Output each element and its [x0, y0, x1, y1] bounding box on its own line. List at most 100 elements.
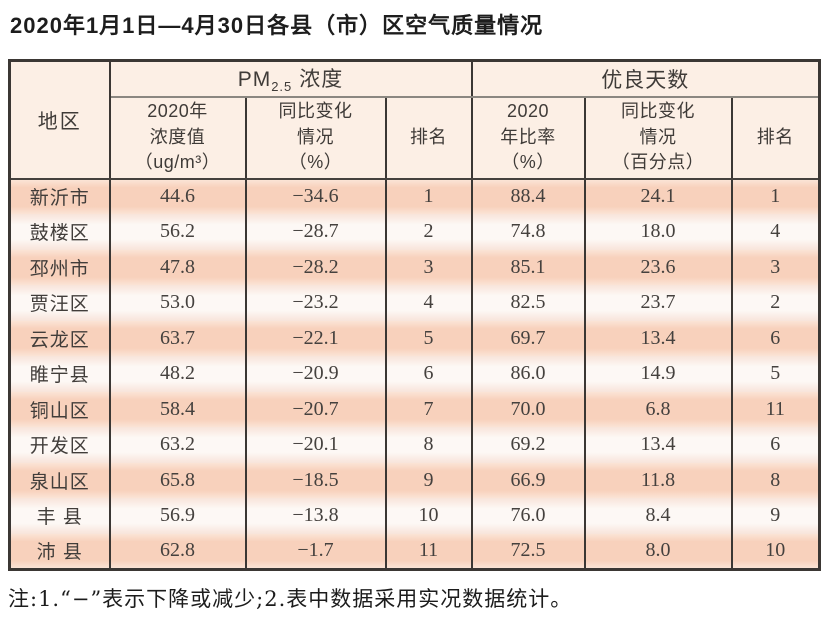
days-change-cell: 11.8 — [583, 462, 733, 498]
table-row: 开发区 63.2 −20.1 8 69.2 13.4 6 — [8, 427, 821, 463]
table-row: 沛 县 62.8 −1.7 11 72.5 8.0 10 — [8, 533, 821, 569]
region-cell: 铜山区 — [8, 391, 111, 427]
region-cell: 沛 县 — [8, 533, 111, 569]
pm25-change-cell: −13.8 — [244, 498, 387, 534]
pm25-value-cell: 56.9 — [108, 498, 247, 534]
pm25-value-cell: 58.4 — [108, 391, 247, 427]
days-rank-cell: 4 — [730, 214, 821, 250]
days-rank-cell: 3 — [730, 249, 821, 285]
header-pm25-value: 2020年 浓度值 （ug/m³） — [108, 96, 247, 180]
pm25-value-cell: 56.2 — [108, 214, 247, 250]
pm25-value-cell: 65.8 — [108, 462, 247, 498]
days-rank-cell: 10 — [730, 533, 821, 569]
days-ratio-cell: 72.5 — [470, 533, 586, 569]
days-ratio-cell: 66.9 — [470, 462, 586, 498]
header-days-ratio: 2020 年比率 （%） — [470, 96, 586, 180]
pm25-rank-cell: 2 — [384, 214, 473, 250]
region-cell: 鼓楼区 — [8, 214, 111, 250]
pm25-change-cell: −1.7 — [244, 533, 387, 569]
header-pm25-rank: 排名 — [384, 96, 473, 180]
days-rank-cell: 8 — [730, 462, 821, 498]
pm25-rank-cell: 5 — [384, 320, 473, 356]
pm25-label-suffix: 浓度 — [299, 68, 344, 92]
pm25-value-cell: 53.0 — [108, 285, 247, 321]
pm25-label-prefix: PM — [237, 68, 272, 92]
pm25-change-cell: −28.2 — [244, 249, 387, 285]
pm25-rank-cell: 9 — [384, 462, 473, 498]
days-ratio-cell: 76.0 — [470, 498, 586, 534]
region-cell: 开发区 — [8, 427, 111, 463]
days-change-cell: 18.0 — [583, 214, 733, 250]
pm25-change-cell: −20.7 — [244, 391, 387, 427]
header-pm25-change: 同比变化 情况 （%） — [244, 96, 387, 180]
days-ratio-cell: 69.2 — [470, 427, 586, 463]
days-rank-cell: 6 — [730, 427, 821, 463]
days-rank-cell: 6 — [730, 320, 821, 356]
header-sub-row: 2020年 浓度值 （ug/m³） 同比变化 情况 （%） 排名 2020 年比… — [10, 96, 821, 180]
pm25-rank-cell: 10 — [384, 498, 473, 534]
header-region: 地区 — [8, 60, 111, 180]
days-change-cell: 23.7 — [583, 285, 733, 321]
days-change-cell: 24.1 — [583, 178, 733, 214]
pm25-change-cell: −20.1 — [244, 427, 387, 463]
region-cell: 新沂市 — [8, 178, 111, 214]
pm25-rank-cell: 1 — [384, 178, 473, 214]
table-row: 云龙区 63.7 −22.1 5 69.7 13.4 6 — [8, 320, 821, 356]
region-cell: 泉山区 — [8, 462, 111, 498]
header-group-row: 地区 PM2.5 浓度 优良天数 — [8, 60, 821, 180]
days-ratio-cell: 85.1 — [470, 249, 586, 285]
header-days-rank: 排名 — [730, 96, 821, 180]
days-rank-cell: 9 — [730, 498, 821, 534]
table-row: 邳州市 47.8 −28.2 3 85.1 23.6 3 — [8, 249, 821, 285]
pm25-value-cell: 63.7 — [108, 320, 247, 356]
pm25-rank-cell: 3 — [384, 249, 473, 285]
days-change-cell: 8.4 — [583, 498, 733, 534]
pm25-rank-cell: 4 — [384, 285, 473, 321]
days-ratio-cell: 69.7 — [470, 320, 586, 356]
air-quality-table: 地区 PM2.5 浓度 优良天数 2020年 浓度值 （ug/m³） 同比变化 情… — [8, 59, 822, 571]
pm25-value-cell: 47.8 — [108, 249, 247, 285]
days-rank-cell: 11 — [730, 391, 821, 427]
table-row: 丰 县 56.9 −13.8 10 76.0 8.4 9 — [8, 498, 821, 534]
table-body: 新沂市 44.6 −34.6 1 88.4 24.1 1 鼓楼区 56.2 −2… — [8, 178, 821, 569]
pm25-value-cell: 48.2 — [108, 356, 247, 392]
table-header: 地区 PM2.5 浓度 优良天数 2020年 浓度值 （ug/m³） 同比变化 情… — [8, 60, 821, 180]
header-group-good-days: 优良天数 — [470, 60, 821, 98]
days-change-cell: 13.4 — [583, 320, 733, 356]
days-change-cell: 13.4 — [583, 427, 733, 463]
table-row: 睢宁县 48.2 −20.9 6 86.0 14.9 5 — [8, 356, 821, 392]
days-rank-cell: 1 — [730, 178, 821, 214]
table-row: 贾汪区 53.0 −23.2 4 82.5 23.7 2 — [8, 285, 821, 321]
table-row: 铜山区 58.4 −20.7 7 70.0 6.8 11 — [8, 391, 821, 427]
pm25-value-cell: 62.8 — [108, 533, 247, 569]
days-rank-cell: 5 — [730, 356, 821, 392]
pm25-value-cell: 63.2 — [108, 427, 247, 463]
header-group-pm25: PM2.5 浓度 — [108, 60, 473, 98]
region-cell: 贾汪区 — [8, 285, 111, 321]
header-days-change: 同比变化 情况 （百分点） — [583, 96, 733, 180]
page-title: 2020年1月1日—4月30日各县（市）区空气质量情况 — [10, 13, 544, 38]
days-change-cell: 6.8 — [583, 391, 733, 427]
pm25-change-cell: −20.9 — [244, 356, 387, 392]
days-ratio-cell: 82.5 — [470, 285, 586, 321]
days-rank-cell: 2 — [730, 285, 821, 321]
pm25-rank-cell: 6 — [384, 356, 473, 392]
days-ratio-cell: 86.0 — [470, 356, 586, 392]
pm25-change-cell: −18.5 — [244, 462, 387, 498]
pm25-value-cell: 44.6 — [108, 178, 247, 214]
days-change-cell: 23.6 — [583, 249, 733, 285]
pm25-change-cell: −28.7 — [244, 214, 387, 250]
days-change-cell: 8.0 — [583, 533, 733, 569]
footnote: 注:1.“−”表示下降或减少;2.表中数据采用实况数据统计。 — [8, 587, 573, 611]
pm25-change-cell: −23.2 — [244, 285, 387, 321]
days-ratio-cell: 70.0 — [470, 391, 586, 427]
table-row: 新沂市 44.6 −34.6 1 88.4 24.1 1 — [8, 178, 821, 214]
pm25-rank-cell: 8 — [384, 427, 473, 463]
region-cell: 丰 县 — [8, 498, 111, 534]
pm25-change-cell: −22.1 — [244, 320, 387, 356]
region-cell: 云龙区 — [8, 320, 111, 356]
pm25-rank-cell: 11 — [384, 533, 473, 569]
table-row: 鼓楼区 56.2 −28.7 2 74.8 18.0 4 — [8, 214, 821, 250]
table-row: 泉山区 65.8 −18.5 9 66.9 11.8 8 — [8, 462, 821, 498]
